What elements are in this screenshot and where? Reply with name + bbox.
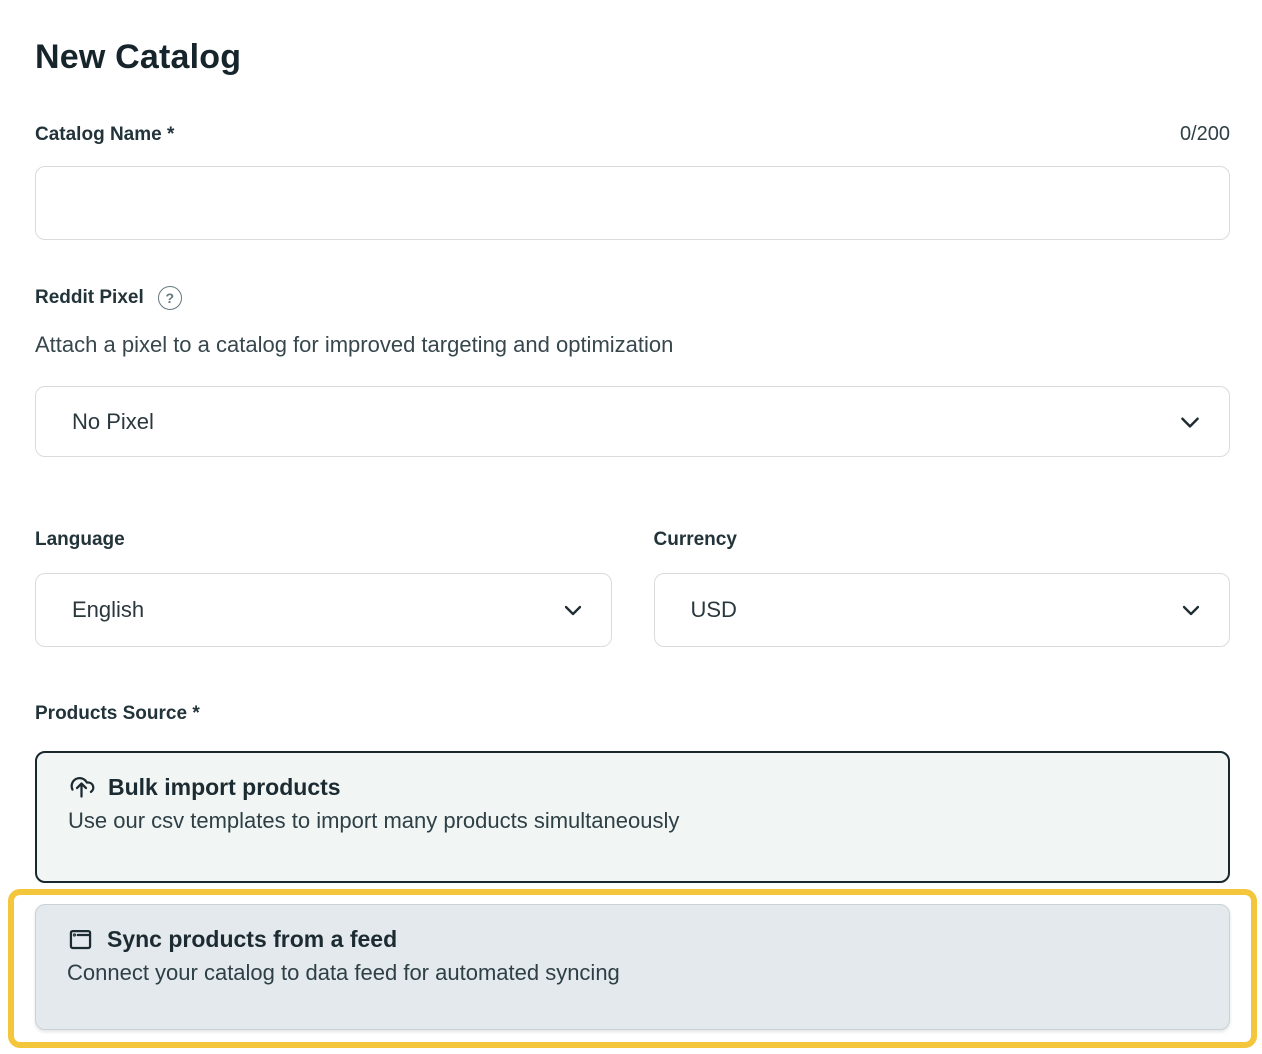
language-currency-row: Language English Currency USD xyxy=(35,529,1230,647)
catalog-name-input[interactable] xyxy=(35,166,1230,240)
currency-select[interactable]: USD xyxy=(653,573,1230,647)
sync-feed-description: Connect your catalog to data feed for au… xyxy=(67,960,620,985)
highlight-box: Sync products from a feed Connect your c… xyxy=(8,889,1257,1048)
language-select[interactable]: English xyxy=(35,573,612,647)
browser-window-icon xyxy=(67,926,94,953)
chevron-down-icon xyxy=(1179,598,1203,622)
reddit-pixel-label: Reddit Pixel xyxy=(35,287,144,308)
sync-feed-title-row: Sync products from a feed xyxy=(67,926,1198,953)
bulk-import-description: Use our csv templates to import many pro… xyxy=(68,808,680,833)
reddit-pixel-description: Attach a pixel to a catalog for improved… xyxy=(35,332,674,357)
page-title: New Catalog xyxy=(35,38,242,76)
option-card-bulk-import[interactable]: Bulk import products Use our csv templat… xyxy=(35,751,1230,883)
language-label: Language xyxy=(35,529,125,550)
chevron-down-icon xyxy=(1177,409,1203,435)
currency-label: Currency xyxy=(653,529,737,550)
language-field: Language English xyxy=(35,529,612,647)
pixel-select[interactable]: No Pixel xyxy=(35,386,1230,457)
bulk-import-title-row: Bulk import products xyxy=(68,774,1197,801)
catalog-name-label: Catalog Name * xyxy=(35,123,175,145)
char-counter: 0/200 xyxy=(1179,123,1230,145)
bulk-import-title: Bulk import products xyxy=(108,774,341,800)
currency-field: Currency USD xyxy=(653,529,1230,647)
chevron-down-icon xyxy=(561,598,585,622)
question-circle-icon[interactable]: ? xyxy=(157,286,182,310)
currency-select-value: USD xyxy=(690,597,737,622)
catalog-name-label-row: Catalog Name * 0/200 xyxy=(35,123,1230,146)
language-select-value: English xyxy=(72,597,145,622)
sync-feed-title: Sync products from a feed xyxy=(107,926,398,952)
products-source-label: Products Source * xyxy=(35,703,200,724)
cloud-upload-icon xyxy=(68,774,95,801)
reddit-pixel-label-row: Reddit Pixel ? xyxy=(35,286,1230,310)
pixel-select-value: No Pixel xyxy=(72,408,154,434)
option-card-sync-feed[interactable]: Sync products from a feed Connect your c… xyxy=(35,904,1230,1030)
